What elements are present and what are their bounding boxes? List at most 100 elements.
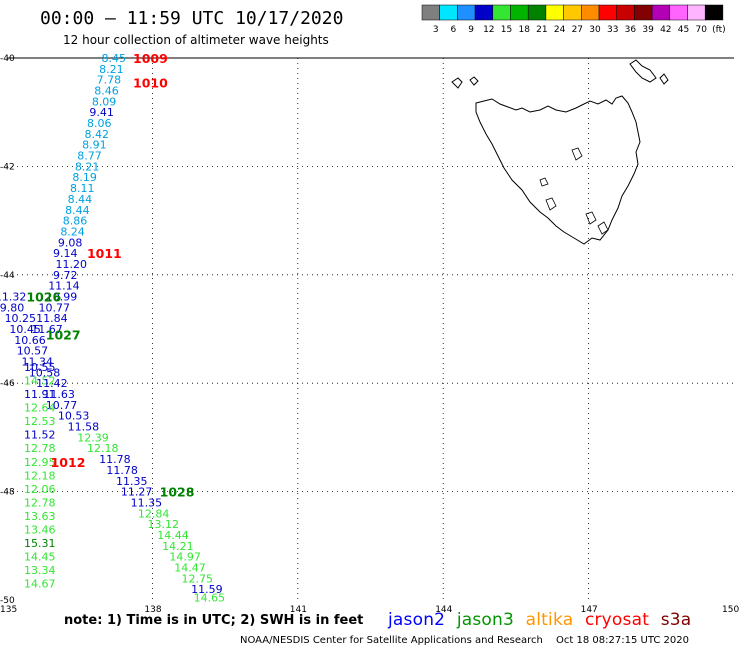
scale-label: 36	[625, 25, 637, 35]
wave-height-value: 8.06	[87, 117, 112, 130]
scale-label: 27	[572, 25, 583, 35]
legend-jason3: jason3	[456, 610, 515, 630]
wave-height-value: 14.67	[24, 578, 56, 591]
wave-height-value: 11.84	[36, 312, 68, 325]
pressure-value: 1012	[51, 455, 86, 470]
credit-timestamp: Oct 18 08:27:15 UTC 2020	[556, 635, 689, 646]
lat-label: -50	[0, 596, 15, 606]
wave-height-value: 8.44	[68, 193, 93, 206]
lon-label: 135	[0, 605, 17, 615]
scale-label: 70	[695, 25, 707, 35]
wave-height-value: 8.46	[94, 85, 119, 98]
scale-label: (ft)	[712, 25, 726, 35]
wave-height-value: 15.31	[24, 537, 56, 550]
scale-swatch	[439, 4, 458, 21]
scale-label: 9	[468, 25, 474, 35]
wave-height-value: 14.44	[157, 529, 189, 542]
scale-label: 33	[607, 25, 618, 35]
wave-height-value: 14.45	[24, 551, 56, 564]
lat-label: -44	[0, 271, 15, 281]
scale-swatch	[527, 4, 547, 21]
wave-height-value: 11.27	[121, 486, 153, 499]
pressure-labels: 1009 1010 1011 1026 1027 1012 1028	[26, 51, 194, 500]
wave-height-value: 14.47	[174, 561, 206, 574]
scale-swatch	[651, 4, 671, 21]
scale-swatch	[563, 4, 582, 21]
wave-height-value: 8.77	[77, 150, 102, 163]
wave-height-value: 11.67	[31, 323, 63, 336]
wave-height-value: 11.14	[48, 280, 80, 293]
wave-height-value: 9.14	[53, 247, 78, 260]
legend-altika: altika	[525, 610, 574, 630]
pressure-value: 1027	[46, 327, 81, 342]
scale-label: 30	[589, 25, 601, 35]
wave-height-value: 9.72	[53, 269, 78, 282]
wave-height-observations: 8.458.217.788.468.099.418.068.428.918.77…	[0, 52, 225, 604]
wave-height-value: 10.77	[39, 301, 71, 314]
wave-height-value: 9.80	[0, 301, 24, 314]
wave-height-value: 8.11	[70, 182, 95, 195]
scale-label: 3	[433, 25, 439, 35]
wave-height-value: 11.20	[55, 258, 87, 271]
wave-height-value: 13.12	[148, 518, 180, 531]
scale-label: 42	[660, 25, 671, 35]
wave-height-value: 8.86	[63, 215, 87, 228]
lon-label: 147	[581, 605, 598, 615]
scale-label: 39	[642, 25, 654, 35]
scale-swatch	[510, 4, 529, 21]
scale-swatch	[457, 4, 476, 21]
color-scale-legend: 3 6 9 12 15 18 21 24 27 30 33 36 39 42 45 70 (ft)	[421, 4, 726, 35]
scale-swatch	[474, 4, 494, 21]
credit-line: NOAA/NESDIS Center for Satellite Applica…	[240, 635, 699, 646]
wave-height-value: 11.63	[43, 388, 75, 401]
wave-height-value: 10.25	[5, 312, 37, 325]
wave-height-value: 12.75	[181, 572, 213, 585]
wave-height-value: 11.42	[36, 377, 68, 390]
wave-height-value: 14.52	[24, 374, 56, 387]
lat-label: -42	[0, 162, 15, 172]
wave-height-value: 9.41	[89, 106, 114, 119]
wave-height-value: 12.06	[24, 483, 56, 496]
scale-label: 15	[501, 25, 512, 35]
wave-height-value: 13.34	[24, 564, 56, 577]
wave-height-value: 10.99	[46, 290, 77, 303]
wave-height-value: 12.53	[24, 415, 56, 428]
wave-height-value: 8.09	[92, 95, 117, 108]
legend-jason2: jason2	[388, 610, 446, 630]
satellite-legend: jason2 jason3 altika cryosat s3a	[388, 610, 697, 630]
wave-height-value: 10.53	[58, 410, 90, 423]
wave-height-value: 12.78	[24, 442, 56, 455]
scale-label: 12	[483, 25, 494, 35]
scale-swatch	[669, 4, 688, 21]
wave-height-value: 12.84	[138, 507, 170, 520]
pressure-value: 1011	[87, 246, 122, 261]
wave-height-value: 11.59	[191, 583, 223, 596]
pressure-value: 1010	[133, 75, 168, 90]
scale-swatch	[492, 4, 511, 21]
wave-height-value: 10.57	[17, 345, 49, 358]
scale-label: 21	[536, 25, 547, 35]
wave-height-value: 11.35	[131, 496, 163, 509]
lon-label: 141	[290, 605, 307, 615]
wave-height-value: 10.55	[24, 361, 56, 374]
scale-swatch	[687, 4, 706, 21]
wave-height-value: 9.08	[58, 236, 83, 249]
lat-label: -40	[0, 54, 15, 64]
lat-label: -46	[0, 379, 15, 389]
wave-height-value: 8.19	[72, 171, 97, 184]
scale-swatch	[421, 4, 440, 21]
wave-height-value: 14.21	[162, 540, 194, 553]
tasmania-coastline	[451, 59, 669, 245]
scale-swatch	[704, 4, 724, 21]
wave-height-value: 8.91	[82, 139, 107, 152]
wave-height-value: 8.42	[85, 128, 110, 141]
wave-height-value: 12.39	[77, 431, 109, 444]
wave-height-value: 10.58	[29, 366, 60, 379]
scale-label: 18	[518, 25, 530, 35]
scale-swatch	[581, 4, 600, 21]
wave-height-value: 11.35	[116, 475, 148, 488]
wave-height-value: 13.46	[24, 524, 56, 537]
pressure-value: 1026	[26, 289, 61, 304]
